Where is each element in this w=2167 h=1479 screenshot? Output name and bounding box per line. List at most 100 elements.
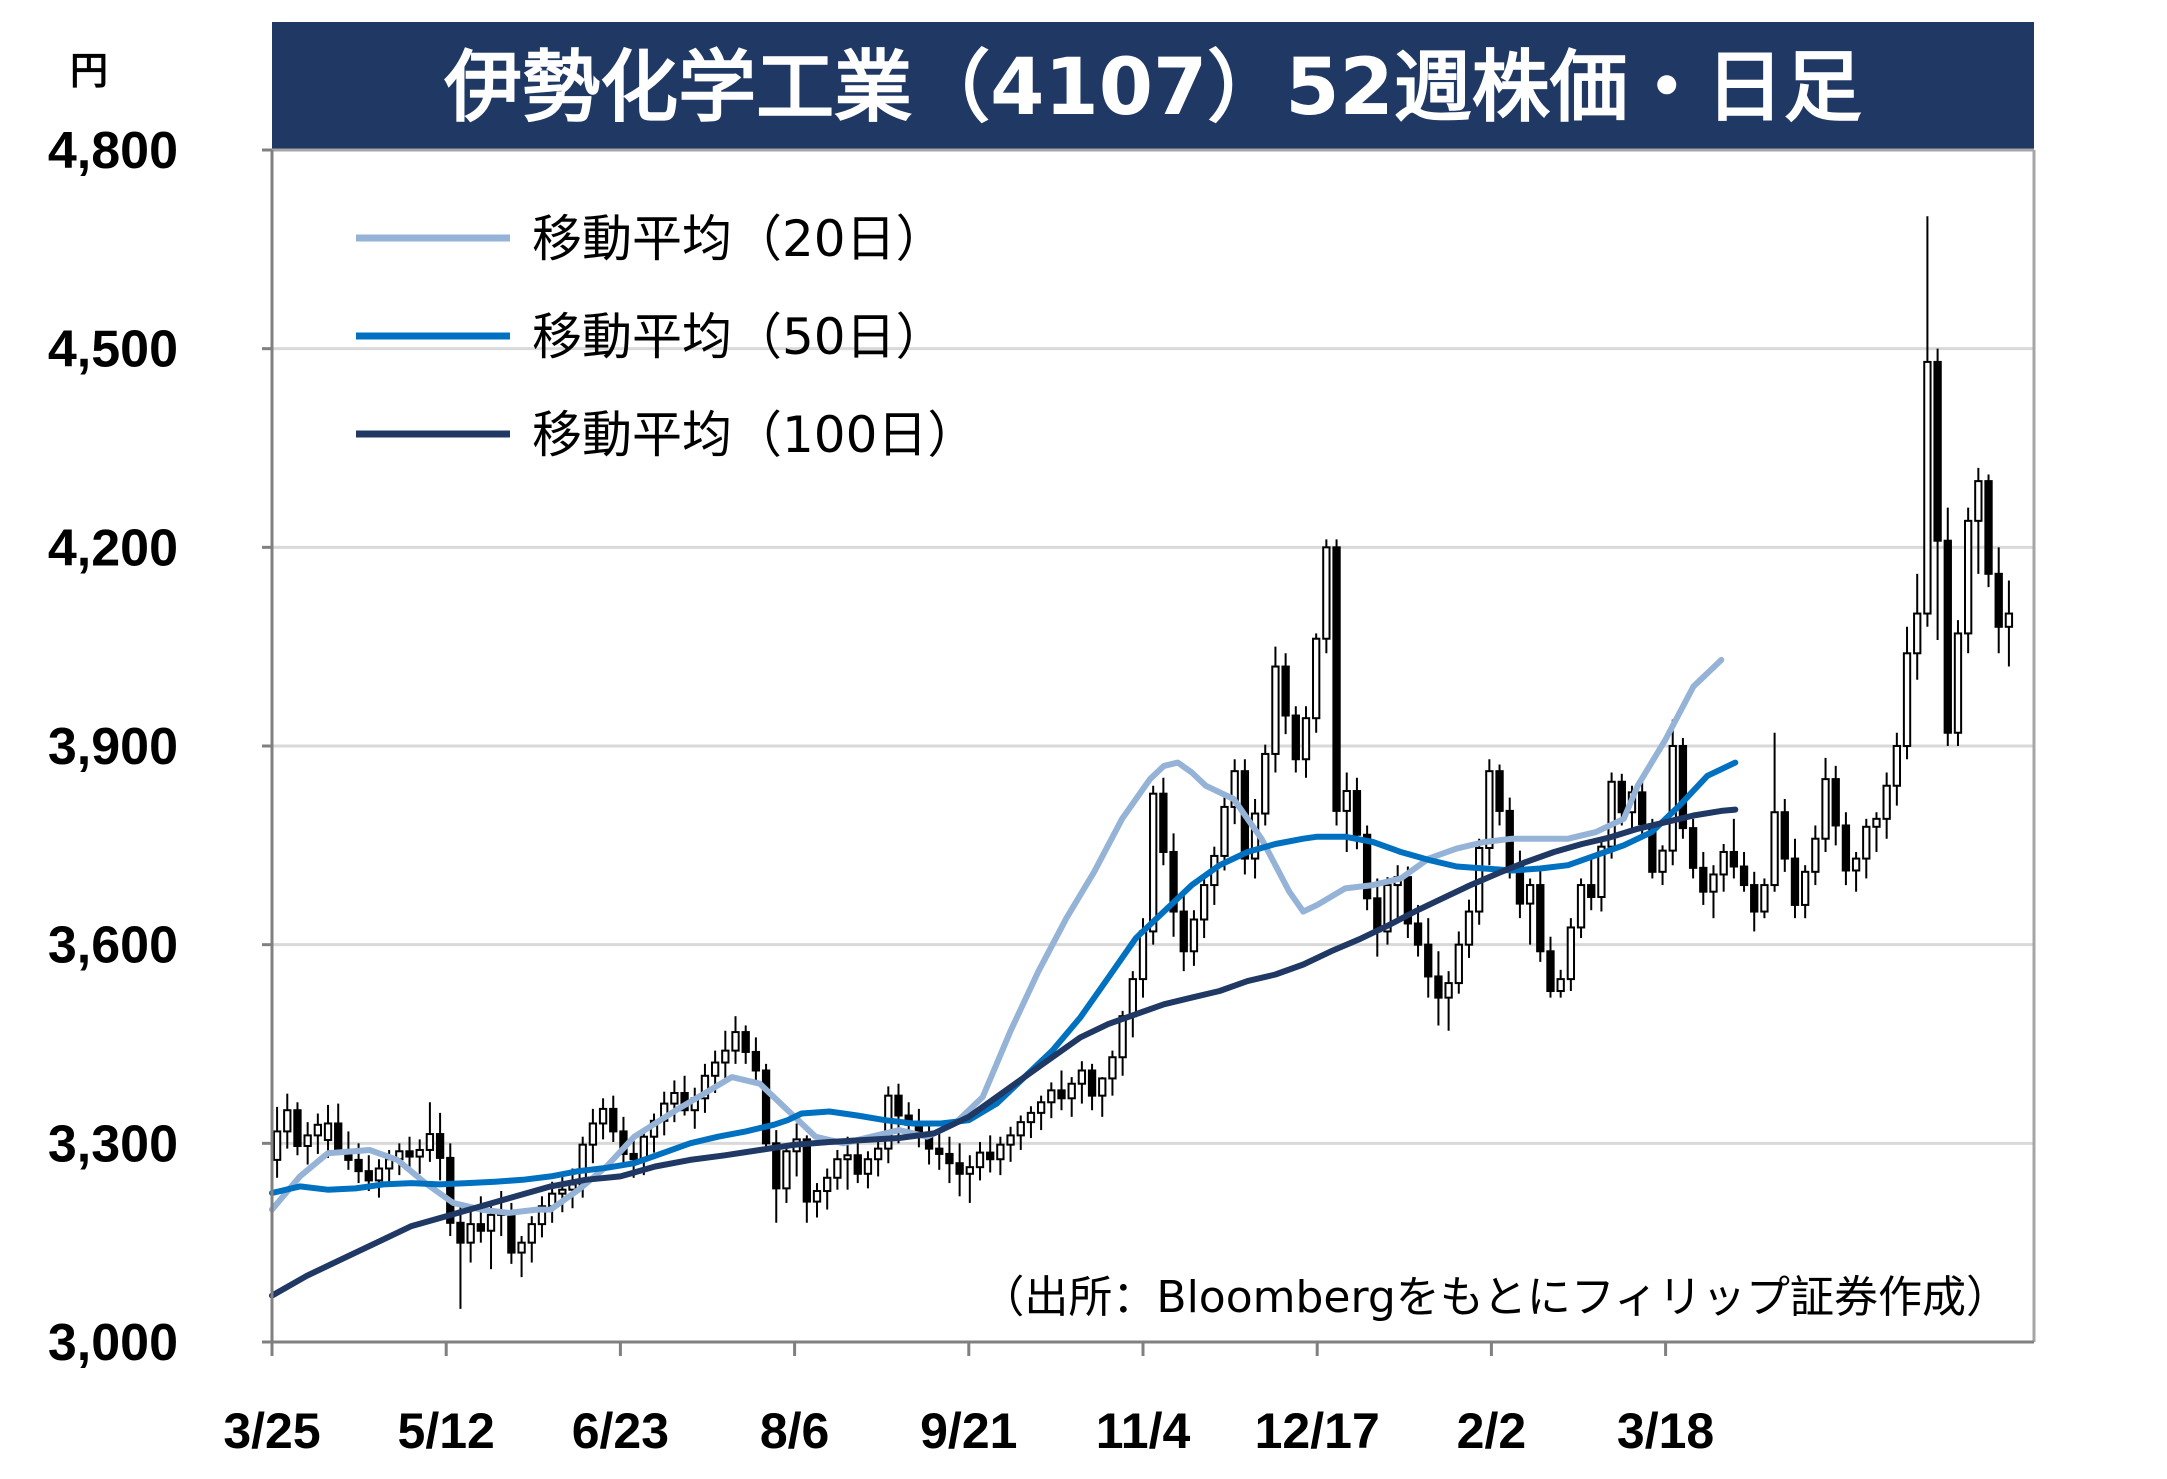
ma-line-1 xyxy=(269,656,1725,1216)
candle xyxy=(1902,626,1912,760)
candle xyxy=(700,1063,710,1113)
source-note: （出所：Bloombergをもとにフィリップ証券作成） xyxy=(980,1272,2010,1323)
candle xyxy=(1169,833,1178,937)
candle xyxy=(863,1151,873,1189)
candle xyxy=(914,1108,924,1148)
candle xyxy=(517,1236,526,1278)
y-tick-label: 4,800 xyxy=(48,122,178,180)
candle xyxy=(537,1196,547,1238)
candle xyxy=(1750,871,1759,932)
candle xyxy=(1281,653,1290,735)
candle xyxy=(1587,858,1596,911)
candle xyxy=(1546,936,1555,998)
y-tick-label: 3,600 xyxy=(48,917,178,975)
candle xyxy=(313,1113,323,1154)
candle xyxy=(1882,772,1891,839)
y-tick-label: 3,900 xyxy=(48,718,178,776)
candle xyxy=(1709,865,1718,919)
candle xyxy=(1576,878,1586,939)
candle xyxy=(1923,216,1932,627)
candle xyxy=(1199,878,1209,939)
x-tick-label: 3/25 xyxy=(223,1403,320,1459)
candle xyxy=(1974,467,1983,574)
candle xyxy=(1464,899,1474,958)
candle xyxy=(833,1149,842,1190)
candle xyxy=(853,1143,862,1184)
candle xyxy=(1485,759,1494,866)
candle xyxy=(1210,846,1219,905)
candle xyxy=(955,1143,964,1197)
candle xyxy=(1607,772,1616,859)
candle xyxy=(1994,547,2003,654)
candle xyxy=(1332,539,1341,826)
candle xyxy=(1444,971,1453,1031)
candle xyxy=(1953,620,1963,746)
candle xyxy=(1821,757,1830,852)
candle xyxy=(1322,539,1331,654)
title-banner xyxy=(272,22,2034,150)
candle xyxy=(1841,812,1851,886)
candle xyxy=(1739,851,1749,892)
candle xyxy=(435,1112,445,1181)
candle xyxy=(996,1136,1005,1176)
candle xyxy=(1933,348,1942,641)
candle xyxy=(1189,910,1199,966)
x-tick-label: 6/23 xyxy=(572,1403,669,1459)
candle xyxy=(975,1142,985,1181)
plot-area xyxy=(269,148,2036,1344)
candle xyxy=(415,1139,424,1174)
candle xyxy=(1780,798,1789,872)
candle xyxy=(1454,931,1463,994)
candle xyxy=(823,1168,832,1210)
y-axis-ticks: 3,000 3,300 3,600 3,900 4,200 4,500 4,800 xyxy=(48,122,272,1372)
candle xyxy=(1128,971,1137,1038)
candle xyxy=(1383,877,1392,945)
candle xyxy=(894,1083,903,1144)
candle xyxy=(619,1116,628,1164)
candle xyxy=(751,1037,761,1084)
candle xyxy=(935,1131,944,1170)
x-tick-label: 2/2 xyxy=(1457,1403,1527,1459)
candle xyxy=(1047,1082,1056,1119)
candle xyxy=(1250,798,1260,879)
candle xyxy=(1790,838,1800,919)
candle xyxy=(986,1135,995,1173)
candle xyxy=(1098,1077,1107,1117)
candle xyxy=(1220,792,1229,871)
candle xyxy=(1393,865,1402,919)
candle xyxy=(945,1136,954,1184)
candlesticks xyxy=(272,216,2014,1309)
x-tick-label: 9/21 xyxy=(920,1403,1017,1459)
candle xyxy=(1668,719,1677,866)
candle xyxy=(1179,891,1188,972)
x-tick-label: 3/18 xyxy=(1617,1403,1714,1459)
candle xyxy=(598,1098,608,1140)
candle xyxy=(1495,764,1504,826)
candle xyxy=(1872,812,1881,852)
candle xyxy=(293,1102,302,1156)
candle xyxy=(1658,845,1667,886)
candle xyxy=(283,1093,292,1149)
candle xyxy=(1087,1063,1097,1111)
candle xyxy=(1699,851,1708,905)
y-unit-label: 円 xyxy=(70,49,108,93)
candle xyxy=(1067,1077,1076,1117)
candle xyxy=(884,1086,893,1164)
candle xyxy=(609,1095,618,1143)
candle xyxy=(1760,878,1769,919)
candle xyxy=(1057,1070,1066,1111)
candle xyxy=(486,1206,496,1270)
candle xyxy=(812,1183,822,1218)
moving-average-lines xyxy=(269,656,1739,1299)
candle xyxy=(1077,1061,1087,1104)
candle xyxy=(1678,738,1688,839)
candle xyxy=(1434,951,1443,1026)
x-tick-label: 12/17 xyxy=(1255,1403,1380,1459)
x-tick-label: 5/12 xyxy=(398,1403,495,1459)
legend-label: 移動平均（50日） xyxy=(532,308,946,366)
candle xyxy=(1424,918,1433,998)
candle xyxy=(1719,844,1728,892)
candle xyxy=(802,1135,811,1223)
candle xyxy=(1271,646,1280,773)
